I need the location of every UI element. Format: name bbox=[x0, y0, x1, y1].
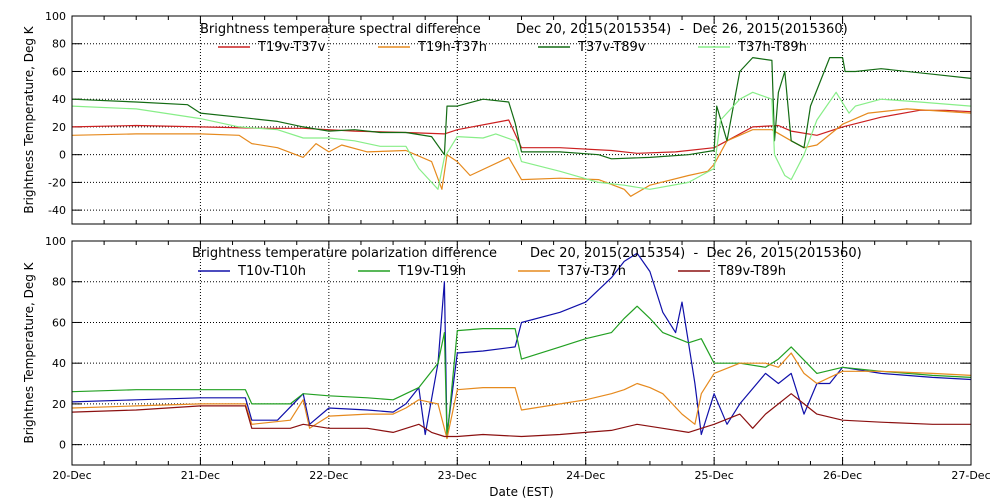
y-tick-label: 40 bbox=[52, 93, 66, 106]
y-tick-label: 100 bbox=[45, 235, 66, 248]
series-line-t37h-t89h bbox=[72, 91, 971, 190]
x-axis-label: Date (EST) bbox=[489, 485, 553, 499]
plot-frame bbox=[71, 240, 972, 466]
series-line-t19h-t37h bbox=[72, 108, 971, 197]
plot-frame bbox=[71, 15, 972, 225]
legend-label-t89v-t89h: T89v-T89h bbox=[717, 264, 786, 279]
y-tick-label: 60 bbox=[52, 316, 66, 329]
series-line-t19v-t19h bbox=[72, 305, 971, 440]
y-tick-label: 40 bbox=[52, 357, 66, 370]
series-line-t10v-t10h bbox=[72, 252, 971, 436]
series-line-t19v-t37v bbox=[72, 109, 971, 154]
x-tick-label: 22-Dec bbox=[309, 469, 348, 482]
y-tick-label: 60 bbox=[52, 65, 66, 78]
y-tick-label: 80 bbox=[52, 276, 66, 289]
y-tick-label: -20 bbox=[48, 176, 66, 189]
y-tick-label: 0 bbox=[59, 149, 66, 162]
chart-subtitle: Dec 20, 2015(2015354) - Dec 26, 2015(201… bbox=[530, 246, 862, 261]
chart-title: Brightness temperature polarization diff… bbox=[192, 246, 497, 261]
x-tick-label: 24-Dec bbox=[566, 469, 605, 482]
series-group bbox=[72, 252, 971, 440]
chart-subtitle: Dec 20, 2015(2015354) - Dec 26, 2015(201… bbox=[516, 22, 848, 37]
legend-label-t37v-t89v: T37v-T89v bbox=[577, 40, 646, 55]
y-axis-label: Brightness Temperature, Deg K bbox=[22, 25, 36, 213]
y-tick-label: 100 bbox=[45, 10, 66, 23]
series-line-t37v-t37h bbox=[72, 352, 971, 440]
y-axis-label: Brightnes Temperature, Deg K bbox=[22, 261, 36, 443]
x-tick-label: 26-Dec bbox=[823, 469, 862, 482]
x-tick-label: 25-Dec bbox=[695, 469, 734, 482]
y-tick-label: 20 bbox=[52, 398, 66, 411]
y-tick-label: 0 bbox=[59, 439, 66, 452]
legend-label-t19v-t37v: T19v-T37v bbox=[257, 40, 326, 55]
chart-title: Brightness temperature spectral differen… bbox=[200, 22, 481, 37]
series-line-t37v-t89v bbox=[72, 56, 971, 160]
x-tick-label: 27-Dec bbox=[951, 469, 990, 482]
legend-label-t19h-t37h: T19h-T37h bbox=[417, 40, 487, 55]
spectral-difference-panel: -40 -20 0 20 40 60 80 100 Brightness temperature… bbox=[22, 10, 972, 225]
legend-label-t37v-t37h: T37v-T37h bbox=[557, 264, 626, 279]
x-tick-label: 20-Dec bbox=[52, 469, 91, 482]
legend-label-t37h-t89h: T37h-T89h bbox=[737, 40, 807, 55]
y-tick-label: -40 bbox=[48, 204, 66, 217]
series-group bbox=[72, 56, 971, 197]
x-tick-label: 23-Dec bbox=[438, 469, 477, 482]
polarization-difference-panel: 0 20 40 60 80 100 Brightness temperature polar… bbox=[22, 235, 991, 499]
x-tick-label: 21-Dec bbox=[181, 469, 220, 482]
legend-label-t10v-t10h: T10v-T10h bbox=[237, 264, 306, 279]
series-line-t89v-t89h bbox=[72, 393, 971, 438]
y-tick-label: 20 bbox=[52, 121, 66, 134]
y-tick-label: 80 bbox=[52, 38, 66, 51]
legend-label-t19v-t19h: T19v-T19h bbox=[397, 264, 466, 279]
